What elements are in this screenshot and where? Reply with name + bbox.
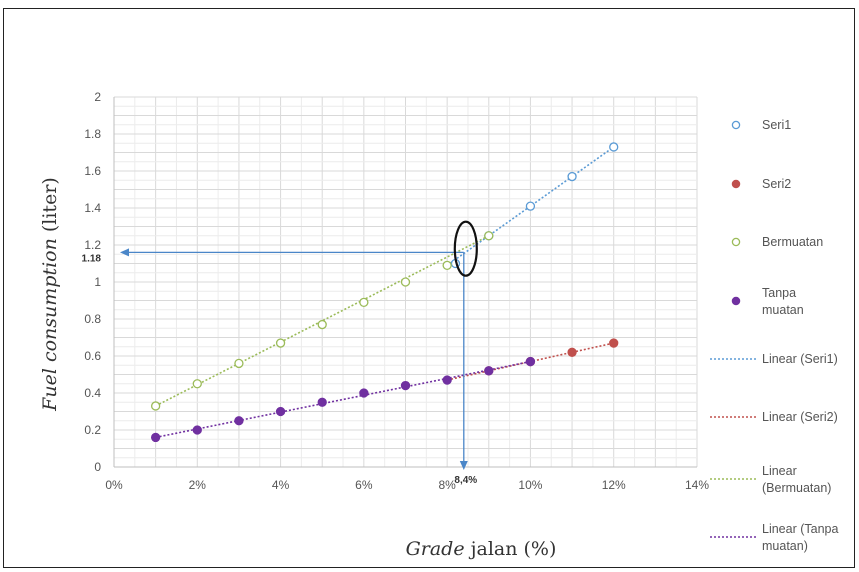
- vertical-arrow-head: [459, 461, 468, 470]
- data-point: [442, 260, 452, 271]
- x-tick-label: 4%: [272, 478, 290, 492]
- y-tick-label: 0.2: [84, 423, 101, 437]
- x-tick-label: 6%: [355, 478, 373, 492]
- legend-label-line: Seri1: [762, 118, 791, 132]
- data-point: [317, 397, 327, 407]
- x-axis-title-rest: jalan (%): [465, 538, 557, 560]
- data-point: [400, 380, 411, 391]
- y-tick-label: 0.6: [84, 349, 101, 363]
- horizontal-arrow-head: [120, 248, 129, 257]
- y-axis-title-italic: Fuel consumption: [39, 238, 61, 412]
- y-tick-label: 2: [94, 90, 101, 104]
- legend-label: Bermuatan: [762, 235, 823, 249]
- highlight-ellipse: [453, 220, 478, 277]
- y-tick-label: 0.8: [84, 312, 101, 326]
- y-tick-label: 1.2: [84, 238, 101, 252]
- y-value-label: 1.18: [82, 253, 102, 264]
- x-tick-label: 10%: [518, 478, 542, 492]
- data-point: [317, 319, 327, 330]
- legend-label-line: muatan): [762, 539, 808, 553]
- x-tick-label: 8%: [438, 478, 456, 492]
- legend-label: Tanpa muatan: [762, 286, 804, 317]
- data-point: [150, 432, 161, 443]
- legend-label-line: Bermuatan: [762, 235, 823, 249]
- legend-label: Linear (Tanpa muatan): [762, 522, 838, 553]
- y-axis-title-rest: (liter): [39, 177, 61, 238]
- data-point: [484, 366, 494, 376]
- data-point: [234, 358, 244, 369]
- data-point: [192, 425, 202, 435]
- data-point: [609, 142, 619, 152]
- legend-label: Seri1: [762, 118, 791, 132]
- data-point: [484, 231, 494, 241]
- data-point: [567, 171, 577, 182]
- legend-label-line: Linear (Seri1): [762, 352, 838, 366]
- data-point: [359, 297, 369, 308]
- annotations: 1.18 8,4%: [82, 220, 478, 486]
- y-tick-label: 1.4: [84, 201, 101, 215]
- data-point: [400, 277, 411, 287]
- x-value-label: 8,4%: [454, 475, 477, 486]
- data-point: [525, 201, 536, 211]
- data-point: [442, 375, 452, 385]
- legend-marker-swatch: [731, 296, 741, 306]
- data-point: [359, 388, 369, 398]
- legend-marker-swatch: [731, 120, 741, 130]
- data-point: [192, 379, 202, 389]
- legend-label: Seri2: [762, 177, 791, 191]
- legend-label-line: Linear (Tanpa: [762, 522, 838, 536]
- data-point: [525, 356, 536, 367]
- x-axis-title: Grade jalan (%): [406, 538, 557, 560]
- data-point: [150, 401, 161, 411]
- y-tick-label: 1.6: [84, 164, 101, 178]
- data-point: [234, 416, 244, 426]
- chart-frame: 0% 2% 4% 6% 8% 10% 12% 14% 0 0.2 0.4 0.6 0.8 1 1.2 1.4 1…: [3, 8, 855, 568]
- legend-marker-swatch: [731, 179, 741, 189]
- x-axis-title-italic: Grade: [406, 538, 465, 560]
- y-axis-title: Fuel consumption (liter): [39, 177, 61, 412]
- y-tick-label: 1.8: [84, 127, 101, 141]
- y-tick-label: 0.4: [84, 386, 101, 400]
- legend-marker-swatch: [731, 237, 741, 247]
- legend-label-line: (Bermuatan): [762, 481, 831, 495]
- data-points: [150, 142, 619, 443]
- data-point: [275, 338, 286, 348]
- legend-label: Linear (Bermuatan): [762, 464, 831, 495]
- data-point: [609, 338, 619, 348]
- legend-label: Linear (Seri1): [762, 352, 838, 366]
- x-tick-label: 14%: [685, 478, 709, 492]
- x-tick-label: 0%: [105, 478, 123, 492]
- legend-label-line: Tanpa: [762, 286, 796, 300]
- axes: 0% 2% 4% 6% 8% 10% 12% 14% 0 0.2 0.4 0.6 0.8 1 1.2 1.4 1…: [84, 90, 709, 492]
- legend-label-line: muatan: [762, 303, 804, 317]
- legend-label: Linear (Seri2): [762, 410, 838, 424]
- y-tick-label: 1: [94, 275, 101, 289]
- data-point: [567, 347, 577, 357]
- legend-label-line: Seri2: [762, 177, 791, 191]
- grid: [113, 96, 698, 468]
- legend-label-line: Linear: [762, 464, 797, 478]
- y-tick-label: 0: [94, 460, 101, 474]
- scatter-chart: 0% 2% 4% 6% 8% 10% 12% 14% 0 0.2 0.4 0.6 0.8 1 1.2 1.4 1…: [39, 90, 838, 560]
- x-tick-label: 2%: [189, 478, 207, 492]
- legend: Seri1 Seri2 Bermuatan Tanpa muatan Linear (Se…: [710, 118, 838, 553]
- x-tick-label: 12%: [602, 478, 626, 492]
- data-point: [275, 406, 286, 417]
- legend-label-line: Linear (Seri2): [762, 410, 838, 424]
